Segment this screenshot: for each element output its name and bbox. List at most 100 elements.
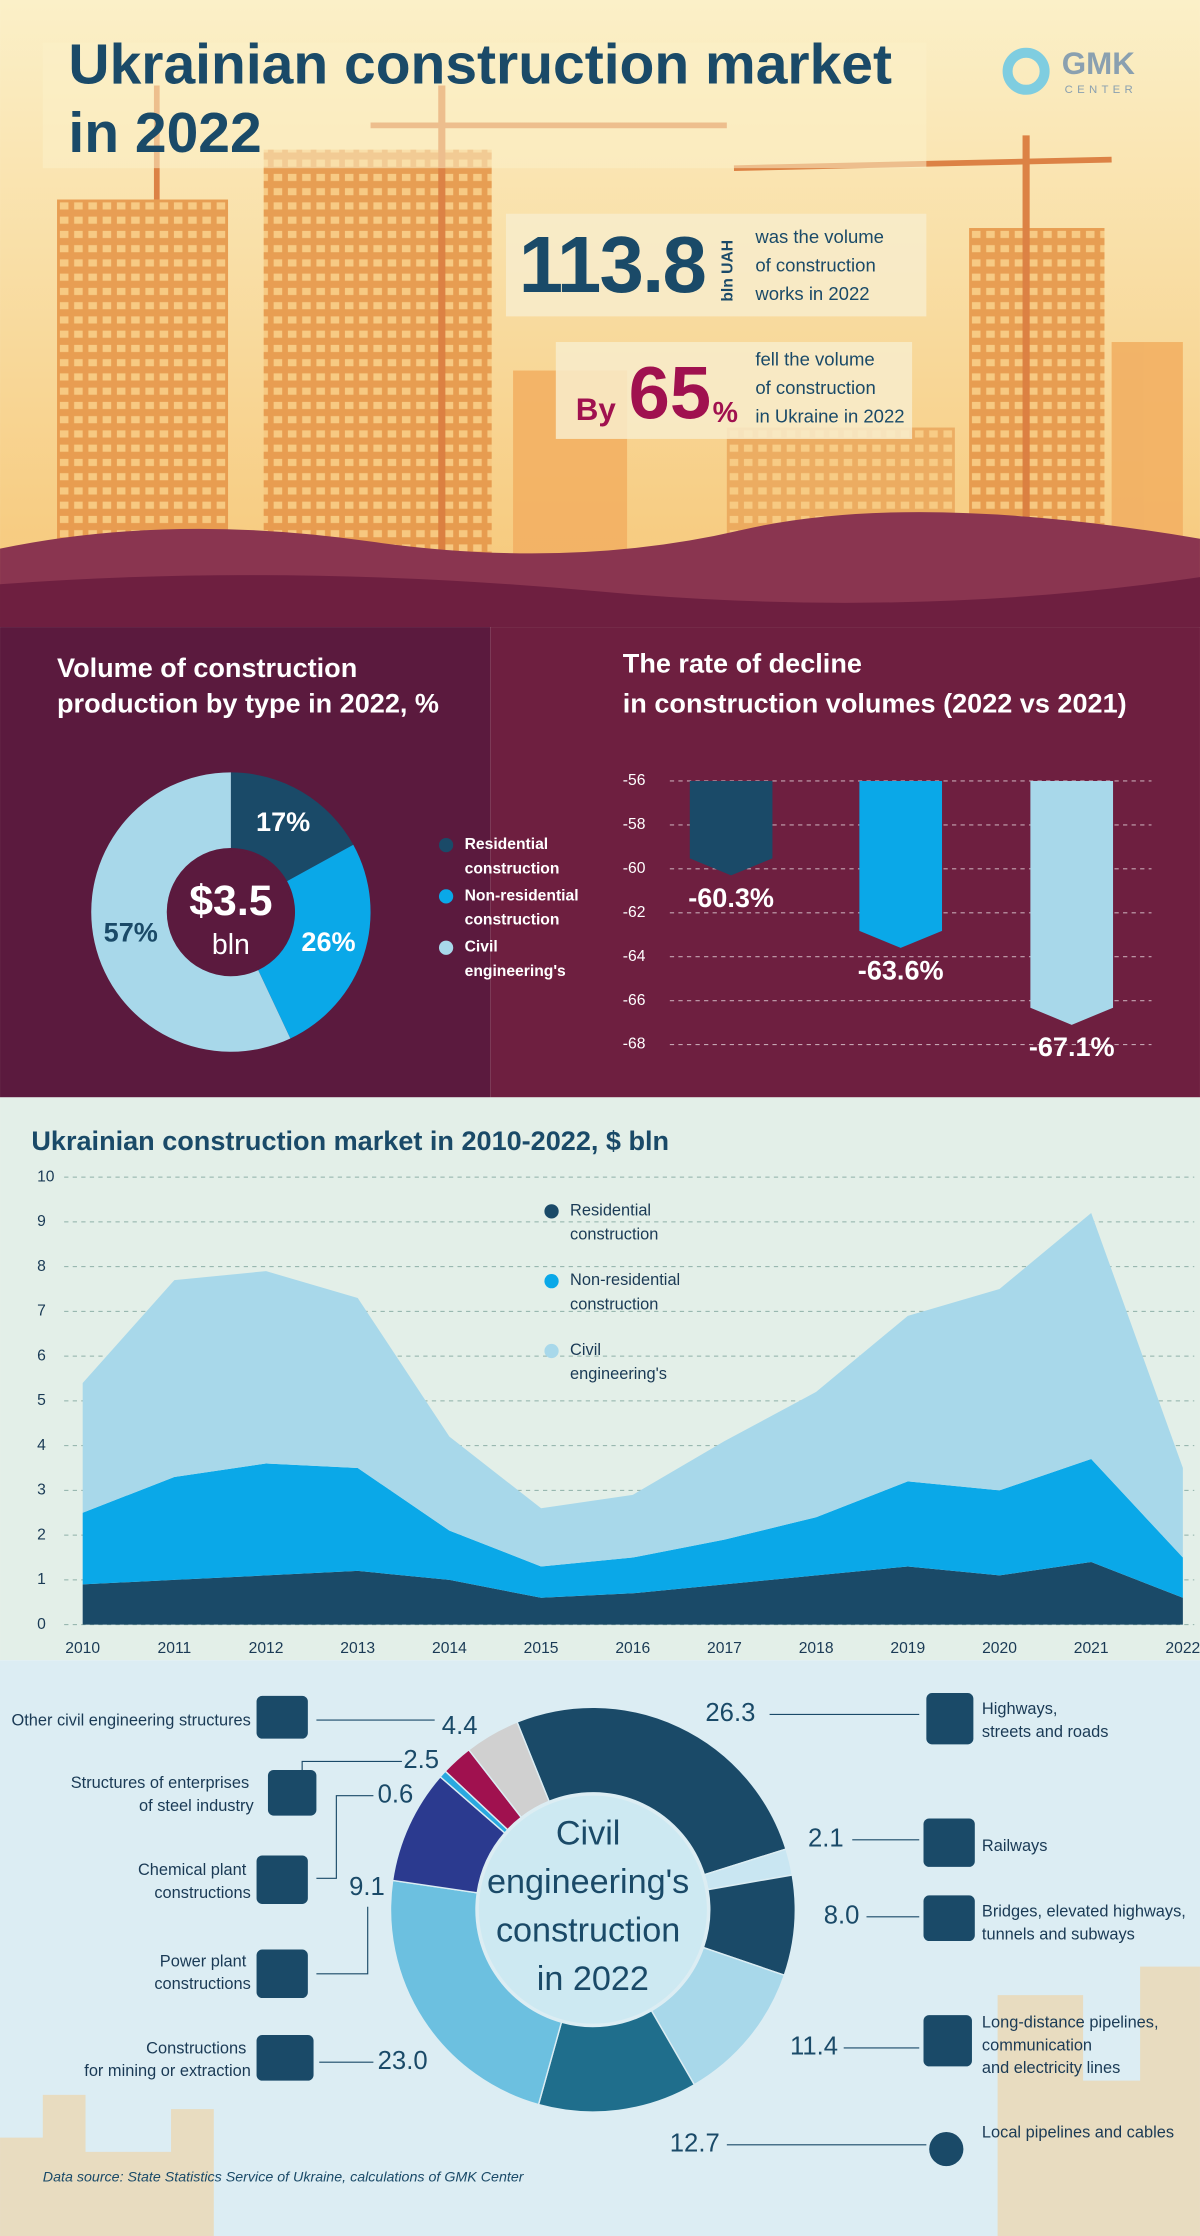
- text-line: of construction: [755, 377, 881, 398]
- legend-marker: [544, 1343, 559, 1359]
- legend-label: Civil engineering's: [465, 939, 566, 980]
- text-line: Railways: [982, 1837, 1048, 1855]
- y-tick-label: 9: [37, 1213, 46, 1230]
- stat-text: fell the volume of construction in Ukrai…: [755, 348, 904, 426]
- text-line: Local pipelines and cables: [982, 2124, 1174, 2142]
- text-line: Power plant: [160, 1953, 251, 1971]
- text-line: Bridges, elevated highways,: [982, 1903, 1190, 1921]
- y-tick-label: -56: [623, 772, 646, 789]
- leader-line: [316, 1906, 369, 1975]
- text-line: engineering's: [465, 963, 566, 980]
- area: [82, 1561, 1183, 1625]
- data-label: 8.0: [824, 1902, 860, 1930]
- y-tick-label: 4: [37, 1437, 46, 1454]
- text-line: Civil: [570, 1341, 605, 1359]
- text-line: The rate of decline: [623, 648, 870, 679]
- donut-segment: [389, 1879, 563, 2106]
- text-line: works in 2022: [754, 283, 869, 304]
- legend-label: Residential construction: [570, 1202, 658, 1244]
- leader-line: [301, 1760, 402, 1779]
- y-tick-label: 6: [37, 1347, 46, 1364]
- y-tick-label: 7: [37, 1303, 46, 1320]
- text-line: Ukrainian construction market: [68, 32, 907, 96]
- text-line: of steel industry: [139, 1797, 254, 1815]
- data-label: 12.7: [670, 2130, 720, 2158]
- text-line: constructions: [154, 1976, 250, 1994]
- legend-marker: [438, 940, 454, 955]
- y-tick-label: -62: [623, 904, 646, 921]
- x-tick-label: 2019: [890, 1640, 925, 1657]
- category-label: Power plant constructions: [154, 1953, 250, 1994]
- data-label: -60.3%: [688, 882, 774, 913]
- data-label: 2.5: [403, 1746, 439, 1774]
- data-label: 0.6: [378, 1780, 414, 1808]
- stat-text: was the volume of construction works in …: [754, 226, 889, 304]
- data-label: 26.3: [705, 1699, 755, 1727]
- data-label: 9.1: [349, 1873, 385, 1901]
- legend-marker: [438, 889, 454, 904]
- text-line: of construction: [755, 254, 881, 275]
- data-label: 57%: [104, 917, 158, 948]
- text-line: engineering's: [487, 1863, 699, 1901]
- bar: [689, 780, 773, 876]
- text-line: Long-distance pipelines,: [982, 2014, 1163, 2032]
- data-label: 11.4: [790, 2033, 838, 2061]
- stat-unit: bln UAH: [719, 240, 736, 302]
- y-tick-label: 1: [37, 1571, 46, 1588]
- donut-hole: [169, 850, 293, 974]
- donut-segment: [258, 844, 371, 1039]
- legend-label: Civil engineering's: [570, 1341, 667, 1383]
- category-label: Railways: [982, 1837, 1048, 1855]
- text-line: constructions: [154, 1884, 250, 1902]
- text-line: Other civil engineering structures: [11, 1712, 250, 1730]
- text-line: construction: [570, 1226, 658, 1244]
- text-line: streets and roads: [982, 1723, 1109, 1741]
- text-line: Non-residential: [465, 888, 583, 905]
- text-line: construction: [465, 912, 560, 929]
- text-line: Residential: [570, 1202, 656, 1220]
- icons: [256, 1693, 975, 2167]
- source: Data source: State Statistics Service of…: [43, 2169, 525, 2185]
- y-tick-label: 3: [37, 1482, 46, 1499]
- area: [82, 1459, 1183, 1598]
- y-tick-label: 10: [37, 1168, 55, 1185]
- logo-mark: [1002, 47, 1050, 95]
- category-label: Long-distance pipelines, communication a…: [982, 2014, 1163, 2078]
- text-line: was the volume: [754, 226, 889, 247]
- logo-sub: CENTER: [1065, 84, 1137, 96]
- category-label: Highways, streets and roads: [982, 1700, 1109, 1741]
- bar: [859, 780, 943, 948]
- text-line: Volume of construction: [57, 652, 365, 683]
- category-label: Local pipelines and cables: [982, 2124, 1174, 2142]
- text-line: construction: [570, 1296, 658, 1314]
- text-line: Civil: [465, 939, 502, 956]
- text-line: Highways,: [982, 1700, 1062, 1718]
- chart-title: Ukrainian construction market in 2010-20…: [31, 1125, 669, 1156]
- y-tick-label: 2: [37, 1526, 46, 1543]
- x-tick-label: 2014: [432, 1640, 467, 1657]
- text-line: and electricity lines: [982, 2060, 1120, 2078]
- data-label: -63.6%: [858, 954, 944, 985]
- text-line: Constructions: [146, 2040, 251, 2058]
- data-label: 26%: [301, 926, 355, 957]
- text-line: Chemical plant: [138, 1861, 251, 1879]
- text-line: construction: [465, 860, 560, 877]
- data-label: -67.1%: [1029, 1031, 1115, 1062]
- donut-segment: [230, 772, 354, 882]
- donut-hole: [478, 1795, 707, 2024]
- legend-label: Residential construction: [465, 836, 560, 877]
- leader-line: [316, 1795, 374, 1879]
- center-sublabel: bln: [212, 929, 250, 961]
- logo: GMK: [1062, 46, 1135, 81]
- ground-front: [0, 575, 1200, 628]
- y-tick-label: -64: [623, 948, 646, 965]
- y-tick-label: -58: [623, 816, 646, 833]
- x-tick-label: 2015: [524, 1640, 559, 1657]
- category-label: Bridges, elevated highways, tunnels and …: [982, 1903, 1190, 1944]
- text-line: production by type in 2022, %: [57, 688, 439, 719]
- x-tick-label: 2017: [707, 1640, 742, 1657]
- stat-unit: %: [713, 397, 738, 429]
- text-line: in Ukraine in 2022: [755, 405, 904, 426]
